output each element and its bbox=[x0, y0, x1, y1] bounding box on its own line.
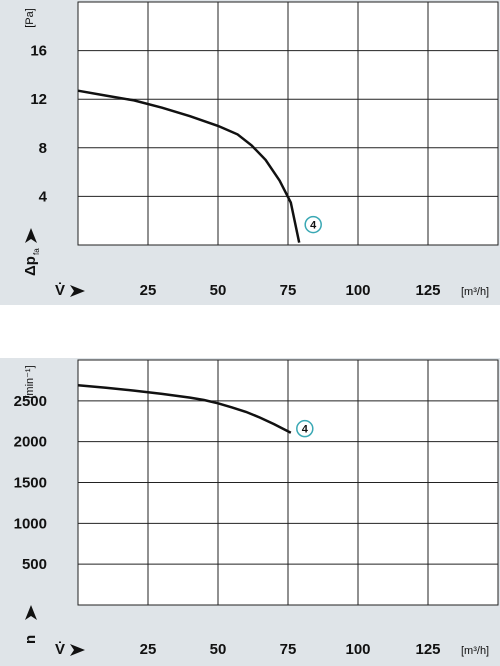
y-unit: [Pa] bbox=[24, 8, 36, 28]
x-tick-label: 50 bbox=[210, 282, 227, 299]
arrow-icon bbox=[25, 228, 37, 243]
y-tick-label: 4 bbox=[39, 188, 48, 205]
x-tick-label: 75 bbox=[280, 282, 297, 299]
arrow-icon bbox=[25, 605, 37, 620]
y-label: n bbox=[22, 635, 39, 644]
curve-label: 4 bbox=[302, 424, 309, 436]
y-tick-label: 2000 bbox=[14, 434, 47, 451]
y-tick-label: 16 bbox=[30, 43, 47, 60]
x-tick-label: 25 bbox=[140, 641, 157, 658]
curve-label: 4 bbox=[310, 219, 317, 231]
x-unit: [m³/h] bbox=[461, 645, 489, 657]
x-label: V̇ bbox=[55, 641, 65, 658]
curve bbox=[77, 384, 292, 434]
x-tick-label: 125 bbox=[415, 641, 440, 658]
curve bbox=[77, 89, 301, 243]
arrow-icon bbox=[70, 285, 85, 297]
arrow-icon bbox=[70, 644, 85, 656]
y-label: Δp bbox=[22, 256, 39, 276]
x-tick-label: 100 bbox=[345, 282, 370, 299]
x-tick-label: 50 bbox=[210, 641, 227, 658]
x-tick-label: 100 bbox=[345, 641, 370, 658]
x-tick-label: 25 bbox=[140, 282, 157, 299]
y-tick-label: 2500 bbox=[14, 393, 47, 410]
x-tick-label: 125 bbox=[415, 282, 440, 299]
curve-label-circle bbox=[304, 215, 322, 234]
y-tick-label: 1000 bbox=[14, 515, 47, 532]
y-tick-label: 12 bbox=[30, 91, 47, 108]
y-label-sub: fa bbox=[32, 248, 41, 255]
y-tick-label: 8 bbox=[39, 140, 47, 157]
x-label: V̇ bbox=[55, 282, 65, 299]
y-unit: [min⁻¹] bbox=[24, 365, 36, 398]
x-unit: [m³/h] bbox=[461, 286, 489, 298]
y-tick-label: 500 bbox=[22, 556, 47, 573]
y-tick-label: 1500 bbox=[14, 474, 47, 491]
x-tick-label: 75 bbox=[280, 641, 297, 658]
curve-label-circle bbox=[296, 419, 314, 438]
